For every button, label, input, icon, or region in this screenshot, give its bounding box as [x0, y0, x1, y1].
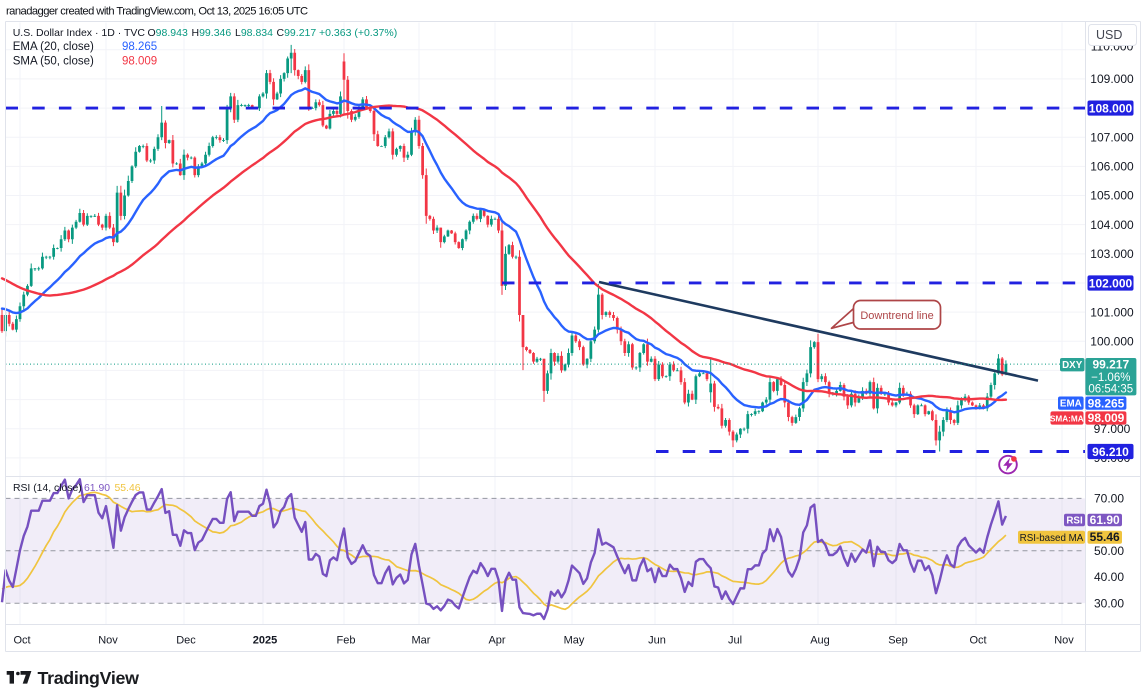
svg-text:Aug: Aug [810, 635, 830, 647]
svg-text:Nov: Nov [98, 635, 118, 647]
svg-text:102.000: 102.000 [1089, 276, 1133, 290]
svg-text:104.000: 104.000 [1090, 218, 1134, 232]
svg-text:ranadagger created with Tradin: ranadagger created with TradingView.com,… [6, 6, 308, 18]
svg-text:40.00: 40.00 [1094, 570, 1124, 584]
svg-text:SMA (50, close)98.009: SMA (50, close) 98.009 [13, 56, 157, 68]
svg-text:2025: 2025 [253, 635, 277, 647]
svg-text:EMA: EMA [1060, 399, 1082, 410]
svg-text:Feb: Feb [337, 635, 356, 647]
svg-text:106.000: 106.000 [1090, 160, 1134, 174]
svg-text:107.000: 107.000 [1090, 130, 1134, 144]
svg-text:TradingView: TradingView [38, 668, 140, 688]
svg-text:May: May [564, 635, 585, 647]
svg-text:105.000: 105.000 [1090, 189, 1134, 203]
svg-text:Nov: Nov [1054, 635, 1074, 647]
svg-text:Jul: Jul [728, 635, 742, 647]
svg-text:108.000: 108.000 [1089, 101, 1133, 115]
svg-text:55.46: 55.46 [1090, 530, 1120, 544]
svg-text:50.00: 50.00 [1094, 544, 1124, 558]
svg-text:109.000: 109.000 [1090, 72, 1134, 86]
svg-text:EMA (20, close)98.265: EMA (20, close) 98.265 [13, 41, 157, 53]
svg-text:Mar: Mar [412, 635, 431, 647]
svg-text:Oct: Oct [13, 635, 30, 647]
svg-text:Dec: Dec [176, 635, 196, 647]
svg-text:98.265: 98.265 [1088, 396, 1125, 410]
svg-text:Sep: Sep [888, 635, 908, 647]
svg-text:Jun: Jun [648, 635, 666, 647]
svg-text:99.217: 99.217 [1092, 358, 1129, 372]
svg-text:96.210: 96.210 [1092, 445, 1129, 459]
svg-text:RSI: RSI [1066, 516, 1083, 527]
svg-text:70.00: 70.00 [1094, 492, 1124, 506]
svg-text:Oct: Oct [969, 635, 986, 647]
svg-text:Downtrend line: Downtrend line [860, 310, 933, 322]
svg-text:DXY: DXY [1062, 360, 1083, 371]
svg-text:06:54:35: 06:54:35 [1088, 384, 1133, 396]
svg-text:−1.06%: −1.06% [1091, 372, 1130, 384]
svg-text:SMA:MA: SMA:MA [1050, 414, 1084, 423]
svg-text:61.90: 61.90 [1090, 513, 1120, 527]
svg-text:98.009: 98.009 [1088, 411, 1125, 425]
svg-text:100.000: 100.000 [1090, 334, 1134, 348]
svg-text:103.000: 103.000 [1090, 247, 1134, 261]
svg-text:30.00: 30.00 [1094, 596, 1124, 610]
svg-text:97.000: 97.000 [1094, 422, 1131, 436]
svg-text:USD: USD [1096, 28, 1122, 42]
svg-text:Apr: Apr [488, 635, 505, 647]
svg-text:RSI-based MA: RSI-based MA [1020, 533, 1084, 544]
svg-text:101.000: 101.000 [1090, 305, 1134, 319]
